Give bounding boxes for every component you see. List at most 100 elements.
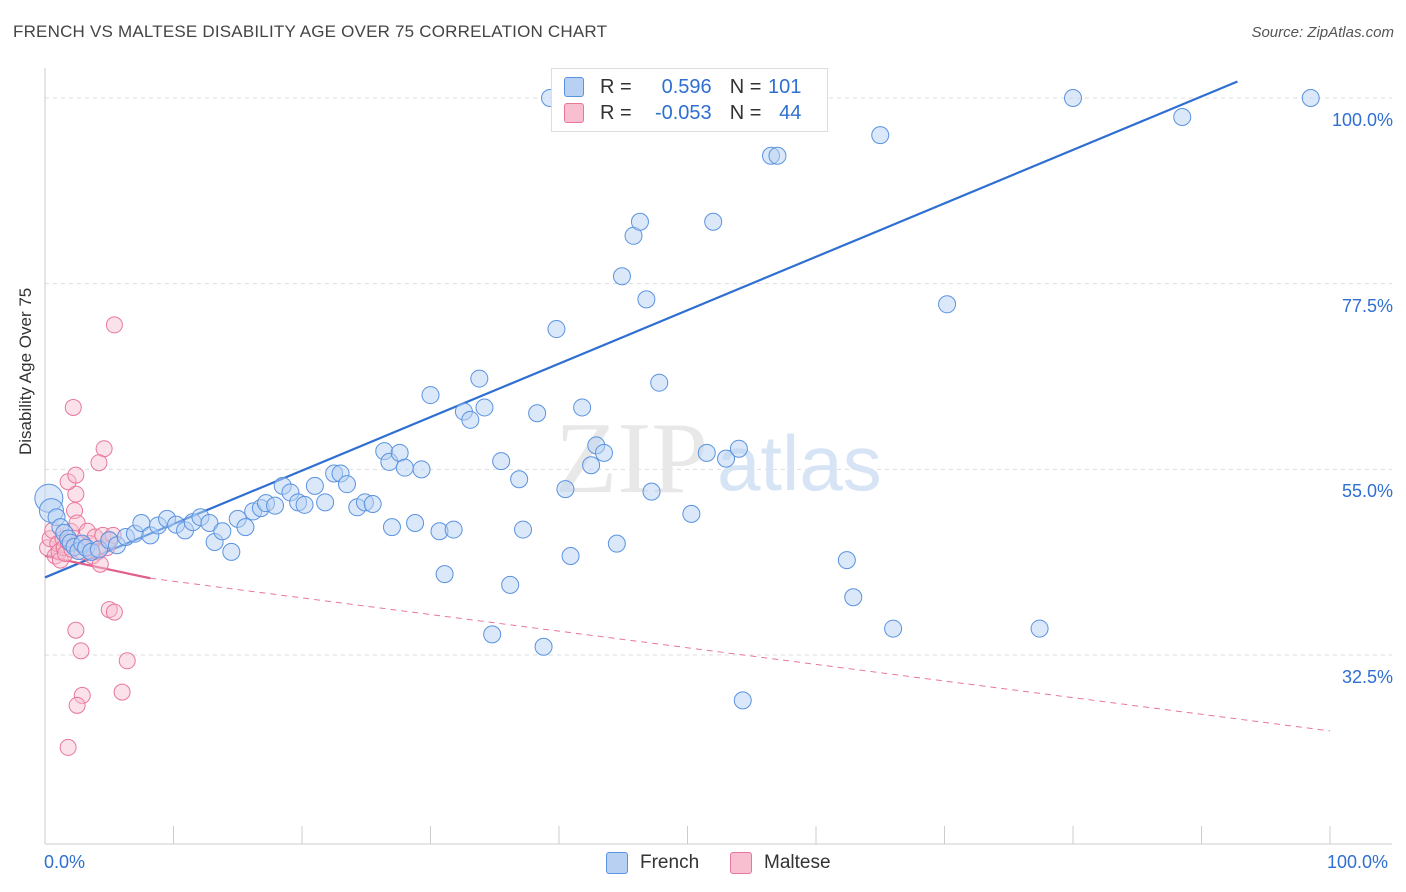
french-legend-swatch	[606, 852, 628, 874]
legend-item-french[interactable]: French	[606, 852, 699, 874]
french-trend-line	[44, 80, 1238, 579]
french-point	[475, 398, 494, 417]
maltese-point	[67, 485, 85, 503]
french-point	[837, 551, 856, 570]
maltese-point	[73, 686, 91, 704]
maltese-point	[105, 316, 123, 334]
y-tick-label-1: 55.0%	[1341, 481, 1393, 502]
french-r-value: 0.596	[661, 75, 712, 98]
maltese-r-label: R =	[600, 101, 632, 124]
watermark-zip: ZIP	[555, 402, 708, 515]
french-point	[444, 520, 463, 539]
french-point	[582, 456, 601, 475]
french-point	[1301, 89, 1320, 107]
french-point	[295, 495, 314, 514]
french-point	[697, 443, 716, 462]
french-point	[492, 452, 511, 471]
maltese-swatch	[564, 103, 584, 123]
legend-item-maltese[interactable]: Maltese	[730, 852, 831, 874]
french-point	[266, 496, 285, 515]
y-tick-label-3: 100.0%	[1331, 110, 1393, 130]
french-point	[395, 458, 414, 477]
french-point	[607, 534, 626, 553]
french-point	[682, 504, 701, 523]
french-r-label: R =	[600, 75, 632, 98]
maltese-point	[105, 603, 123, 621]
maltese-trend-extension	[150, 577, 1331, 732]
french-point	[1030, 619, 1049, 638]
french-point	[305, 476, 324, 495]
french-point	[382, 518, 401, 537]
french-point	[406, 513, 425, 532]
french-point	[573, 398, 592, 417]
y-tick-label-0: 32.5%	[1341, 667, 1393, 687]
french-point	[510, 470, 529, 489]
french-point	[630, 212, 649, 231]
french-point	[1064, 89, 1082, 107]
french-point	[547, 320, 566, 339]
axes	[44, 68, 1392, 845]
french-point	[642, 482, 661, 501]
legend-row-french: R = 0.596 N = 101	[564, 75, 801, 99]
french-point	[733, 691, 752, 710]
watermark-atlas: atlas	[717, 419, 882, 507]
maltese-point	[72, 642, 90, 660]
french-legend-label: French	[640, 852, 700, 873]
y-axis-label: Disability Age Over 75	[16, 287, 35, 455]
french-point	[650, 373, 669, 392]
french-point	[637, 290, 656, 309]
french-points	[34, 89, 1320, 710]
x-tick-label-max: 100.0%	[1327, 852, 1389, 872]
french-point	[528, 404, 547, 423]
french-point	[938, 295, 957, 314]
french-point	[534, 637, 553, 656]
maltese-point	[59, 738, 77, 756]
french-point	[200, 513, 219, 532]
maltese-n-value: 44	[779, 101, 802, 124]
french-point	[435, 565, 454, 584]
french-point	[594, 443, 613, 462]
french-point	[561, 546, 580, 565]
french-point	[556, 480, 575, 499]
french-swatch	[564, 77, 584, 97]
french-point	[717, 449, 736, 468]
french-point	[363, 494, 382, 513]
french-point	[704, 212, 723, 231]
french-point	[461, 410, 480, 429]
maltese-point	[64, 398, 82, 416]
legend-row-maltese: R = -0.053 N = 44	[564, 101, 801, 125]
french-point	[768, 146, 787, 165]
chart-title: FRENCH VS MALTESE DISABILITY AGE OVER 75…	[13, 22, 608, 41]
french-point	[337, 475, 356, 494]
maltese-n-label: N =	[729, 101, 762, 124]
maltese-point	[67, 466, 85, 484]
maltese-point	[67, 621, 85, 639]
french-point	[871, 126, 890, 145]
french-n-value: 101	[768, 75, 802, 98]
french-n-label: N =	[729, 75, 762, 98]
french-point	[470, 369, 489, 388]
french-point	[884, 619, 903, 638]
french-point	[501, 575, 520, 594]
french-point	[222, 542, 241, 561]
french-point	[1173, 107, 1192, 126]
french-point	[213, 522, 232, 541]
correlation-legend: R = 0.596 N = 101 R = -0.053 N = 44	[551, 68, 828, 132]
maltese-point	[90, 454, 108, 472]
gridlines	[45, 97, 1392, 656]
maltese-legend-label: Maltese	[764, 852, 831, 873]
french-point	[236, 518, 255, 537]
french-point	[421, 386, 440, 405]
french-point	[729, 439, 748, 458]
maltese-point	[68, 696, 86, 714]
french-point	[412, 460, 431, 479]
y-tick-label-2: 77.5%	[1341, 295, 1393, 316]
maltese-point	[113, 683, 131, 701]
maltese-r-value: -0.053	[654, 101, 712, 124]
french-point	[844, 588, 863, 607]
french-point	[316, 493, 335, 512]
french-point	[514, 520, 533, 539]
x-tick-label-min: 0.0%	[44, 852, 86, 872]
french-point	[483, 625, 502, 644]
